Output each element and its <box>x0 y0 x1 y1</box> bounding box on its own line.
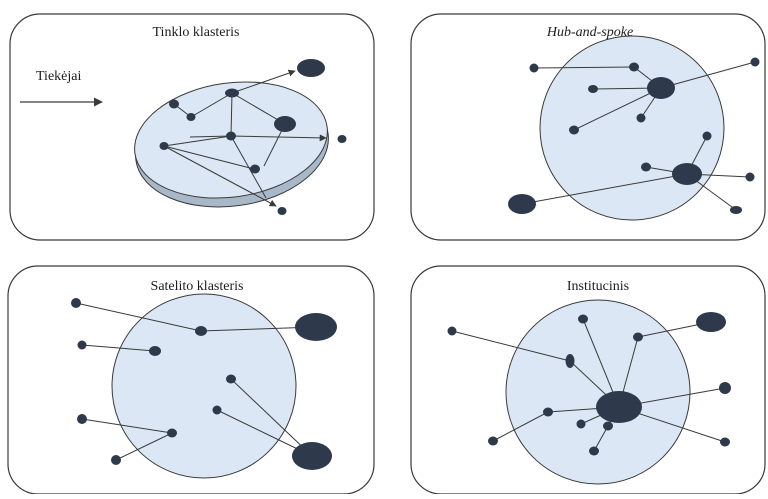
node <box>750 57 760 67</box>
hub-node <box>647 77 675 99</box>
node-large <box>297 59 325 77</box>
edge <box>81 418 173 434</box>
panel-institutional: Institucinis <box>410 265 766 495</box>
edge-arrow-out <box>231 69 296 94</box>
panel-title: Satelito klasteris <box>151 279 244 294</box>
node <box>159 142 169 150</box>
edge <box>593 425 609 452</box>
node <box>226 131 236 141</box>
edge-arrow-out <box>230 134 327 142</box>
satellite-nodes <box>71 298 337 470</box>
hub-node <box>672 163 702 185</box>
node <box>629 62 639 72</box>
edge <box>75 302 202 332</box>
edge <box>190 92 233 118</box>
node <box>702 131 712 141</box>
node <box>565 354 575 368</box>
node-large <box>274 116 296 132</box>
node <box>641 162 651 172</box>
panel-title: Institucinis <box>567 279 629 294</box>
node <box>225 88 239 98</box>
edge <box>163 145 255 170</box>
node <box>186 113 196 121</box>
node <box>589 446 599 456</box>
node <box>636 113 646 123</box>
node <box>149 346 161 356</box>
node <box>277 207 287 215</box>
node <box>488 436 498 446</box>
node <box>195 326 207 336</box>
node-large <box>508 194 536 214</box>
institution-node <box>596 391 642 423</box>
edge <box>521 173 688 205</box>
node <box>603 421 613 431</box>
edge <box>230 135 267 199</box>
edge <box>81 344 156 352</box>
edge <box>573 87 662 131</box>
node <box>77 340 87 350</box>
node <box>169 99 179 109</box>
node <box>250 164 260 174</box>
node <box>576 419 586 429</box>
node-large <box>295 313 337 341</box>
edge <box>660 61 756 89</box>
edge <box>163 135 232 147</box>
hub-nodes <box>508 57 760 214</box>
node <box>719 382 731 394</box>
node <box>720 437 730 447</box>
node <box>588 85 598 93</box>
node <box>730 206 742 214</box>
node-large <box>696 312 726 332</box>
network-nodes <box>159 59 347 215</box>
edge <box>533 66 635 69</box>
node <box>212 405 222 415</box>
panel-hub-and-spoke: Hub-and-spoke <box>410 13 766 241</box>
edge <box>492 411 549 442</box>
suppliers-label: Tiekėjai <box>36 69 81 84</box>
panel-title: Tinklo klasteris <box>153 25 240 40</box>
edge <box>231 92 286 125</box>
panel-network-cluster: Tinklo klasteris Tiekėjai <box>9 13 375 241</box>
node <box>111 455 121 465</box>
node <box>529 63 539 73</box>
node <box>167 428 177 438</box>
edge <box>230 92 233 137</box>
institutional-nodes <box>447 312 731 456</box>
node <box>226 374 236 384</box>
cluster-circle <box>111 293 297 479</box>
node <box>578 314 588 324</box>
network-edges <box>163 69 327 207</box>
node-large <box>292 442 332 470</box>
edge <box>451 330 571 362</box>
node <box>543 407 553 417</box>
node <box>569 125 579 135</box>
edge <box>230 378 313 457</box>
node <box>71 298 81 308</box>
node <box>77 414 87 424</box>
edge <box>189 135 232 138</box>
panel-title: Hub-and-spoke <box>546 25 633 40</box>
node <box>447 326 457 336</box>
edge-arrow-out <box>163 145 277 207</box>
node <box>745 172 755 182</box>
edge <box>115 432 173 461</box>
cluster-circle <box>505 299 691 485</box>
panel-satellite-cluster: Satelito klasteris <box>7 265 375 495</box>
node <box>337 135 347 143</box>
node <box>633 332 643 342</box>
